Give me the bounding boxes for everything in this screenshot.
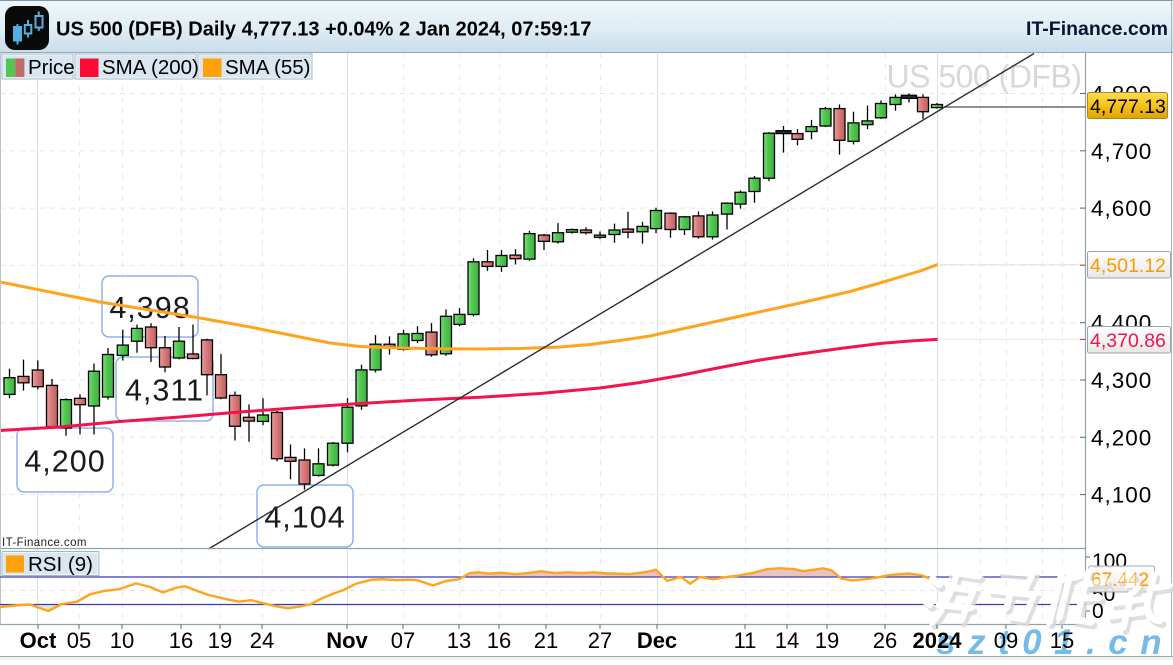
svg-text:24: 24 [250, 628, 274, 653]
svg-text:07: 07 [391, 628, 415, 653]
svg-text:0: 0 [1092, 600, 1104, 623]
svg-text:4,100: 4,100 [1091, 483, 1152, 508]
svg-text:IT-Finance.com: IT-Finance.com [2, 537, 87, 549]
svg-text:27: 27 [588, 628, 612, 653]
svg-text:21: 21 [534, 628, 558, 653]
svg-text:10: 10 [110, 628, 134, 653]
svg-text:SMA (55): SMA (55) [225, 56, 310, 79]
svg-text:13: 13 [447, 628, 471, 653]
svg-text:19: 19 [208, 628, 232, 653]
svg-text:16: 16 [487, 628, 511, 653]
svg-text:09: 09 [994, 628, 1018, 653]
svg-text:Oct: Oct [20, 628, 57, 653]
svg-text:Dec: Dec [637, 628, 677, 653]
svg-text:4,600: 4,600 [1091, 196, 1152, 221]
svg-text:19: 19 [815, 628, 839, 653]
svg-text:szt01.cn: szt01.cn [936, 623, 1173, 660]
svg-text:14: 14 [775, 628, 799, 653]
svg-text:4,777.13: 4,777.13 [1090, 96, 1166, 118]
svg-text:67.442: 67.442 [1091, 570, 1149, 591]
svg-text:11: 11 [734, 628, 757, 653]
svg-text:4,300: 4,300 [1091, 368, 1152, 393]
svg-text:4,200: 4,200 [1091, 425, 1152, 450]
svg-text:4,104: 4,104 [264, 501, 345, 535]
svg-text:RSI (9): RSI (9) [28, 553, 93, 576]
svg-text:Price: Price [28, 56, 75, 79]
svg-text:2024: 2024 [913, 628, 963, 653]
svg-text:4,370.86: 4,370.86 [1090, 330, 1166, 352]
svg-text:26: 26 [873, 628, 897, 653]
svg-text:SMA (200): SMA (200) [102, 56, 199, 79]
svg-text:Nov: Nov [326, 628, 368, 653]
svg-text:05: 05 [67, 628, 91, 653]
svg-text:US 500 (DFB) Daily 4,777.13 +0: US 500 (DFB) Daily 4,777.13 +0.04% 2 Jan… [56, 19, 591, 41]
svg-text:IT-Finance.com: IT-Finance.com [1026, 18, 1168, 40]
svg-text:4,398: 4,398 [109, 291, 190, 325]
svg-text:US 500 (DFB): US 500 (DFB) [887, 59, 1082, 95]
svg-text:16: 16 [169, 628, 193, 653]
svg-text:4,501.12: 4,501.12 [1090, 255, 1166, 277]
svg-text:4,311: 4,311 [125, 374, 204, 408]
svg-text:15: 15 [1050, 628, 1074, 653]
svg-text:4,200: 4,200 [24, 445, 105, 479]
svg-text:4,700: 4,700 [1091, 139, 1152, 164]
